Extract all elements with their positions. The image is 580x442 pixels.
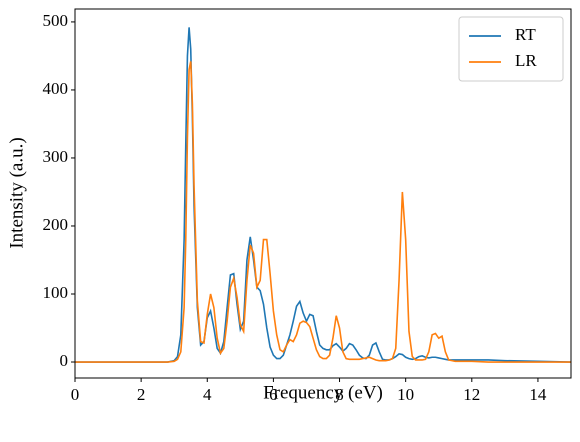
y-tick-label: 300	[43, 147, 69, 166]
x-tick-label: 2	[137, 385, 146, 404]
x-tick-label: 10	[397, 385, 414, 404]
x-tick-label: 4	[203, 385, 212, 404]
y-tick-label: 0	[60, 351, 69, 370]
y-tick-label: 500	[43, 11, 69, 30]
y-tick-label: 100	[43, 283, 69, 302]
x-tick-label: 8	[335, 385, 344, 404]
x-tick-label: 6	[269, 385, 278, 404]
x-axis-title: Frequency (eV)	[263, 382, 383, 403]
legend-box	[458, 16, 564, 82]
y-tick-label: 200	[43, 215, 69, 234]
x-tick-label: 0	[71, 385, 80, 404]
x-tick-label: 12	[463, 385, 480, 404]
legend-label: RT	[515, 25, 536, 44]
x-tick-label: 14	[529, 385, 547, 404]
series-line	[75, 61, 571, 363]
plot-frame	[74, 8, 572, 379]
legend-label: LR	[515, 51, 537, 70]
y-axis-title: Intensity (a.u.)	[6, 137, 27, 248]
y-tick-label: 400	[43, 79, 69, 98]
